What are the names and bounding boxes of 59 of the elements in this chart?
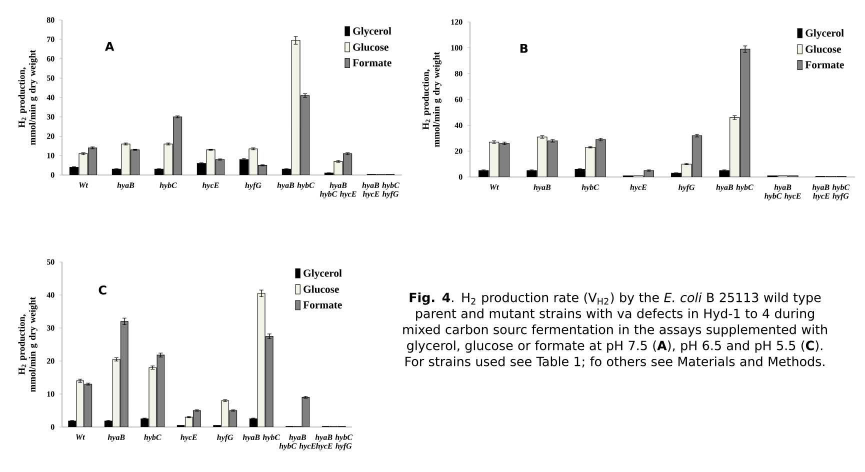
y-tick-label: 80 [46, 17, 54, 23]
legend-label: Glucose [353, 43, 388, 51]
legend-label: Glucose [806, 45, 841, 53]
x-tick-label: Wt [79, 182, 88, 188]
annotation: C [98, 286, 106, 295]
y-tick-label: 10 [47, 391, 54, 397]
x-tick-label: hyaB [108, 434, 125, 442]
x-tick-label: hyaB hybC hycE hyfG [362, 182, 400, 198]
y-tick-label: 60 [46, 56, 54, 62]
legend-label: Glycerol [353, 27, 392, 37]
x-tick-label: hyaB hybC [242, 434, 280, 442]
y-tick-label: 20 [46, 134, 54, 139]
y-tick-label: 10 [47, 152, 54, 158]
y-tick-label: 50 [46, 75, 54, 81]
x-tick-label: Wt [76, 434, 85, 440]
y-tick-label: 30 [46, 325, 54, 331]
x-tick-label: Wt [490, 184, 499, 190]
x-tick-label: hyfG [217, 434, 234, 442]
x-tick-label: hycE [180, 434, 197, 442]
y-tick-label: 100 [451, 45, 462, 51]
y-tick-label: 40 [454, 122, 462, 128]
x-tick-label: hycE [202, 182, 219, 190]
legend-label: Glycerol [304, 269, 342, 279]
x-tick-label: hybC [160, 182, 177, 190]
x-tick-label: hyaB hybC [716, 184, 754, 192]
legend-label: Formate [352, 59, 392, 66]
legend-label: Glycerol [806, 29, 844, 39]
x-tick-label: hybC [582, 184, 600, 192]
x-tick-label: hycE [630, 184, 647, 192]
legend-label: Formate [303, 301, 342, 308]
x-tick-label: hyaB hybC hycE hyfG [812, 184, 850, 200]
x-tick-label: hyaB [117, 182, 134, 190]
y-tick-label: 0 [458, 174, 462, 180]
y-tick-label: 120 [451, 19, 462, 25]
y-tick-label: 0 [50, 172, 54, 178]
x-tick-label: hyfG [245, 182, 262, 190]
x-tick-label: hyaB hybC [277, 182, 314, 190]
legend-label: Glucose [304, 285, 339, 293]
text: Fig. 4. H$_{2}$ production rate (V$_{H2}$) by the E. coli B 25113 wild type parent and mutant strains with va defects in Hyd-1 to 4 during mixed carbon sourc fermentation in the assays supplemented with glycerol, glucose or formate at pH 7.5 (A), pH 6.5 and pH 5.5 (C). For strains used see Table 1; fo others see Materials and Methods. [403, 292, 827, 368]
legend-label: Formate [805, 61, 844, 68]
annotation: B [520, 44, 528, 53]
x-tick-label: hyaB hybC hycE [764, 184, 801, 200]
y-tick-label: 30 [46, 114, 54, 120]
y-tick-label: 70 [47, 36, 54, 42]
y-tick-label: 50 [46, 259, 54, 265]
y-tick-label: 0 [50, 424, 54, 430]
x-tick-label: hyaB [534, 184, 551, 192]
y-tick-label: 60 [454, 96, 462, 102]
y-tick-label: 20 [454, 148, 462, 154]
y-tick-label: 80 [454, 70, 462, 76]
y-tick-label: 20 [46, 358, 54, 364]
y-tick-label: 40 [46, 94, 54, 100]
x-tick-label: hyaB hybC hycE [320, 182, 356, 198]
x-tick-label: hyfG [678, 184, 695, 192]
x-tick-label: hyaB hybC hycE hyfG [315, 434, 353, 450]
x-tick-label: hyaB hybC hycE [279, 434, 316, 450]
annotation: A [105, 42, 114, 51]
y-tick-label: 40 [46, 292, 54, 298]
x-tick-label: hybC [144, 434, 162, 442]
